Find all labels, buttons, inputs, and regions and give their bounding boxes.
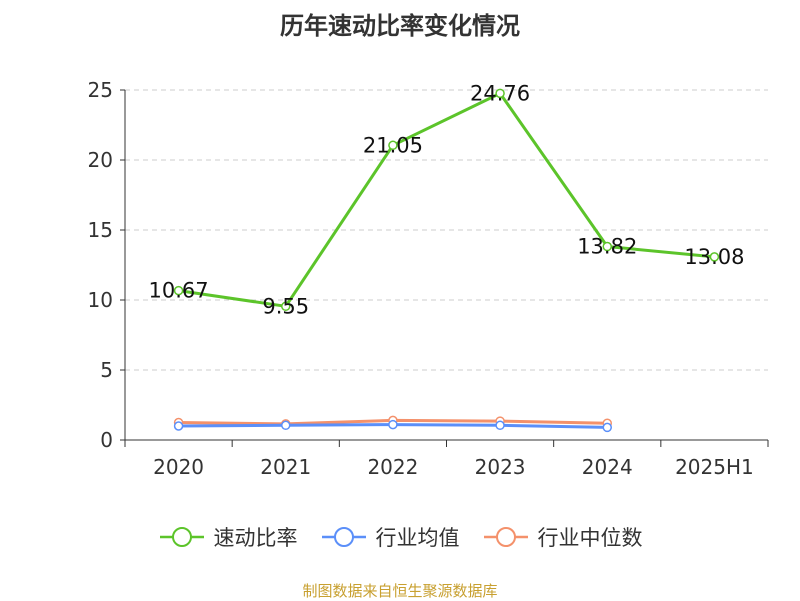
data-point (388, 419, 398, 430)
legend-marker-circle (171, 527, 192, 547)
legend-label: 速动比率 (213, 526, 298, 550)
legend: 速动比率 行业均值 行业中位数 (0, 521, 800, 553)
data-point (173, 285, 184, 296)
y-tick-label: 10 (88, 288, 113, 312)
legend-item[interactable]: 行业中位数 (482, 522, 643, 552)
legend-item[interactable]: 速动比率 (158, 522, 298, 552)
data-point (388, 140, 398, 151)
x-tick-label: 2020 (153, 455, 204, 479)
y-tick-label: 20 (88, 148, 113, 172)
data-label: 21.05 (363, 133, 423, 157)
x-tick-label: 2022 (367, 455, 418, 479)
series-line-0 (178, 91, 715, 308)
legend-item[interactable]: 行业均值 (320, 522, 460, 552)
data-point (602, 422, 612, 433)
data-point (495, 420, 505, 431)
y-tick-label: 25 (88, 78, 113, 102)
x-tick-label: 2024 (582, 455, 633, 479)
y-tick-label: 0 (100, 428, 113, 452)
data-point (281, 420, 291, 431)
data-label: 13.08 (684, 245, 744, 269)
data-label: 10.67 (149, 279, 209, 303)
legend-marker-circle (333, 527, 354, 547)
x-tick-label: 2025H1 (675, 455, 754, 479)
y-tick-label: 15 (88, 218, 113, 242)
legend-marker-circle (495, 527, 516, 547)
data-label: 24.76 (470, 81, 530, 105)
legend-label: 行业中位数 (537, 526, 643, 550)
grid-lines (125, 89, 768, 371)
data-point (495, 88, 505, 99)
legend-marker-icon (321, 527, 366, 547)
data-point (602, 241, 612, 252)
legend-marker-icon (159, 527, 204, 547)
data-label: 9.55 (262, 294, 309, 318)
data-point (173, 421, 184, 431)
data-label: 13.82 (577, 235, 637, 259)
source-note: 制图数据来自恒生聚源数据库 (302, 582, 498, 600)
data-labels: 10.67 9.55 21.05 24.76 13.82 13.08 (149, 81, 745, 318)
series-lines (173, 88, 720, 433)
data-point (709, 252, 720, 262)
x-tick-label: 2021 (260, 455, 311, 479)
x-tick-label: 2023 (475, 455, 526, 479)
chart-title: 历年速动比率变化情况 (280, 12, 520, 40)
data-point (281, 301, 291, 312)
axes: 0 5 10 15 20 25 2020 2021 2022 2023 2024 2025H1 (88, 78, 769, 479)
y-tick-label: 5 (100, 358, 113, 382)
legend-label: 行业均值 (375, 526, 460, 550)
legend-marker-icon (483, 527, 528, 547)
